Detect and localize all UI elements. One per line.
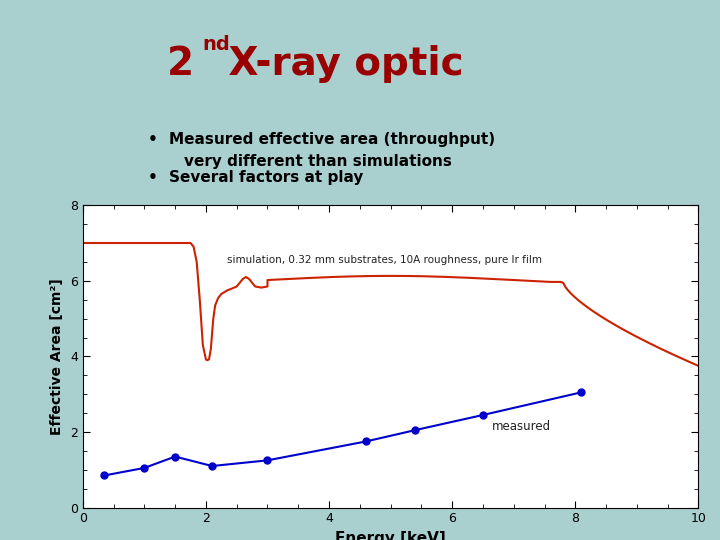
Text: nd: nd: [202, 35, 230, 54]
Text: Measured effective area (throughput): Measured effective area (throughput): [169, 132, 495, 147]
Text: simulation, 0.32 mm substrates, 10A roughness, pure Ir film: simulation, 0.32 mm substrates, 10A roug…: [228, 255, 542, 265]
Y-axis label: Effective Area [cm²]: Effective Area [cm²]: [50, 278, 64, 435]
X-axis label: Energy [keV]: Energy [keV]: [336, 531, 446, 540]
Text: •: •: [148, 132, 158, 147]
Text: •: •: [148, 170, 158, 185]
Text: measured: measured: [492, 420, 552, 433]
Text: X-ray optic: X-ray optic: [215, 44, 464, 83]
Text: very different than simulations: very different than simulations: [184, 154, 451, 169]
Text: 2: 2: [166, 44, 194, 83]
Text: Several factors at play: Several factors at play: [169, 170, 364, 185]
